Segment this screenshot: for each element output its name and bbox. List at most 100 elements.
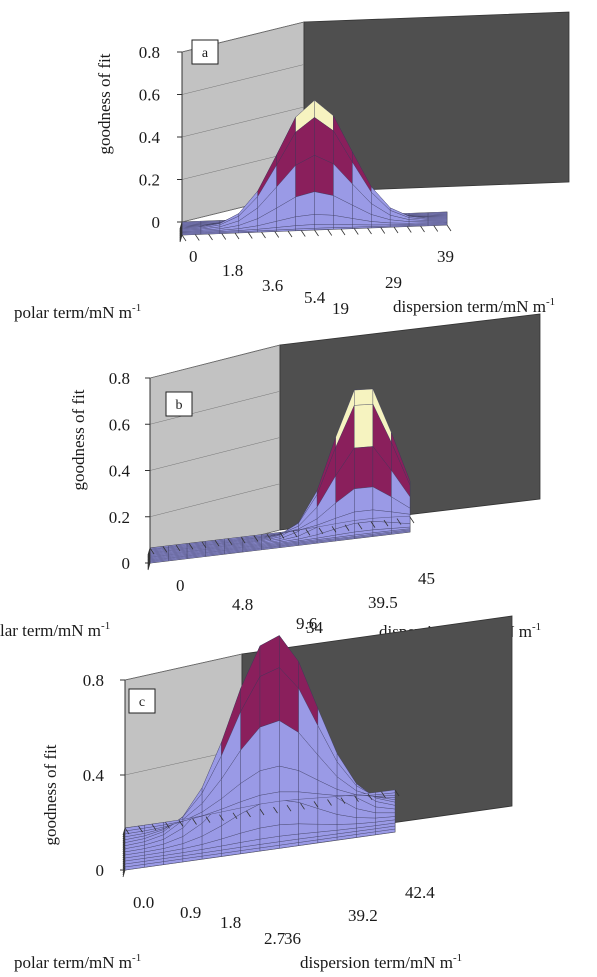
surface-mesh (181, 99, 448, 236)
y-minor-tick (354, 795, 359, 802)
y-minor-tick (446, 224, 452, 232)
y-minor-tick (357, 522, 363, 530)
y-minor-tick (192, 818, 197, 825)
y-tick-label: 29 (385, 273, 402, 292)
surface-cell (354, 404, 374, 449)
z-tick-label: 0.8 (109, 369, 130, 388)
x-tick-label: 1.8 (222, 261, 243, 280)
surface-chart-c: 0 0.4 0.8 0.0 0.9 1.8 2.736 39.2 42.4 goodness of… (14, 615, 513, 972)
z-gridline (149, 437, 281, 471)
panel-label-box (165, 391, 193, 417)
x-minor-tick (122, 834, 126, 842)
z-tick-label: 0.4 (139, 128, 161, 147)
x-tick-label: 4.8 (232, 595, 253, 614)
surface-cell (354, 446, 374, 489)
z-tick-label: 0.2 (109, 508, 130, 527)
x-tick-label: 2.7 (264, 929, 286, 948)
y-minor-tick (219, 814, 224, 821)
y-minor-tick (305, 529, 311, 536)
x-minor-tick (122, 827, 126, 836)
y-minor-tick (201, 541, 207, 549)
y-minor-tick (227, 538, 233, 545)
y-minor-tick (234, 232, 240, 240)
y-tick-label: 39.2 (348, 906, 378, 925)
y-minor-tick (420, 225, 425, 233)
surface-cell (372, 521, 392, 530)
z-tick-label: 0.8 (83, 671, 104, 690)
z-gridline (149, 483, 281, 517)
surface-mesh (124, 634, 396, 871)
y-axis-label: dispersion term/mN m-1 (393, 296, 555, 316)
y-minor-tick (292, 530, 298, 538)
y-minor-tick (175, 544, 181, 552)
y-minor-tick (313, 801, 319, 808)
y-tick-label: 19 (332, 299, 349, 318)
y-minor-tick (232, 812, 238, 820)
z-gridline (124, 653, 243, 681)
x-minor-tick (122, 867, 126, 876)
surface-cell (314, 214, 334, 225)
z-gridline (149, 344, 281, 379)
y-minor-tick (178, 820, 184, 827)
y-minor-tick (188, 543, 194, 550)
z-tick-label: 0 (96, 861, 105, 880)
y-minor-tick (370, 521, 376, 528)
x-minor-tick (122, 859, 126, 867)
z-tick-label: 0 (152, 213, 161, 232)
panel-label-box (191, 39, 219, 65)
y-minor-tick (151, 823, 157, 831)
x-minor-tick (122, 829, 126, 838)
surface-cell (314, 191, 334, 216)
x-tick-label: 9.6 (296, 614, 317, 633)
panel-label-box (128, 688, 156, 714)
surface-cell (259, 667, 280, 728)
z-gridline (181, 106, 305, 138)
surface-cell (354, 486, 374, 513)
x-minor-tick (122, 832, 126, 840)
z-tick-label: 0.2 (139, 171, 160, 190)
y-minor-tick (340, 797, 346, 804)
x-tick-label: 0.9 (180, 903, 201, 922)
x-axis-label: polar term/mN m-1 (14, 302, 141, 322)
surface-cell (354, 388, 374, 406)
x-minor-tick (122, 846, 126, 855)
x-axis-label-text: polar term/mN m (14, 303, 132, 322)
x-minor-tick (122, 836, 126, 844)
y-axis-label-text: dispersion term/mN m (393, 297, 546, 316)
x-minor-tick (122, 840, 126, 848)
y-minor-tick (353, 228, 359, 235)
x-tick-label: 5.4 (304, 288, 326, 307)
y-minor-tick (380, 227, 386, 234)
panel-label: b (176, 398, 183, 413)
x-minor-tick (122, 848, 126, 857)
x-minor-tick (147, 547, 151, 556)
surface-cell (279, 799, 299, 825)
x-minor-tick (122, 855, 126, 863)
surface-cell (375, 789, 396, 795)
x-minor-tick (122, 838, 126, 846)
y-minor-tick (433, 225, 439, 232)
x-minor-tick (122, 865, 126, 873)
y-minor-tick (344, 524, 350, 531)
z-tick-label: 0.8 (139, 43, 160, 62)
y-tick-label: 45 (418, 569, 435, 588)
back-wall-right (303, 11, 570, 193)
z-tick-label: 0 (122, 554, 131, 573)
y-axis-label-superscript: -1 (532, 621, 541, 633)
y-minor-tick (383, 519, 389, 527)
y-minor-tick (367, 793, 373, 801)
z-tick-label: 0.4 (83, 766, 105, 785)
x-tick-label: 0 (176, 576, 185, 595)
y-minor-tick (331, 526, 337, 533)
x-axis-label-text: lar term/mN m (0, 621, 101, 640)
y-axis-label: dispersion term/mN m-1 (300, 952, 462, 972)
surface-cell (279, 823, 299, 837)
y-minor-tick (394, 789, 400, 797)
x-axis-label-text: polar term/mN m (14, 953, 132, 972)
x-tick-label: 0.0 (133, 893, 154, 912)
y-minor-tick (253, 535, 259, 542)
y-minor-tick (214, 540, 220, 547)
x-axis-label: lar term/mN m-1 (0, 620, 110, 640)
z-gridline (181, 64, 305, 95)
